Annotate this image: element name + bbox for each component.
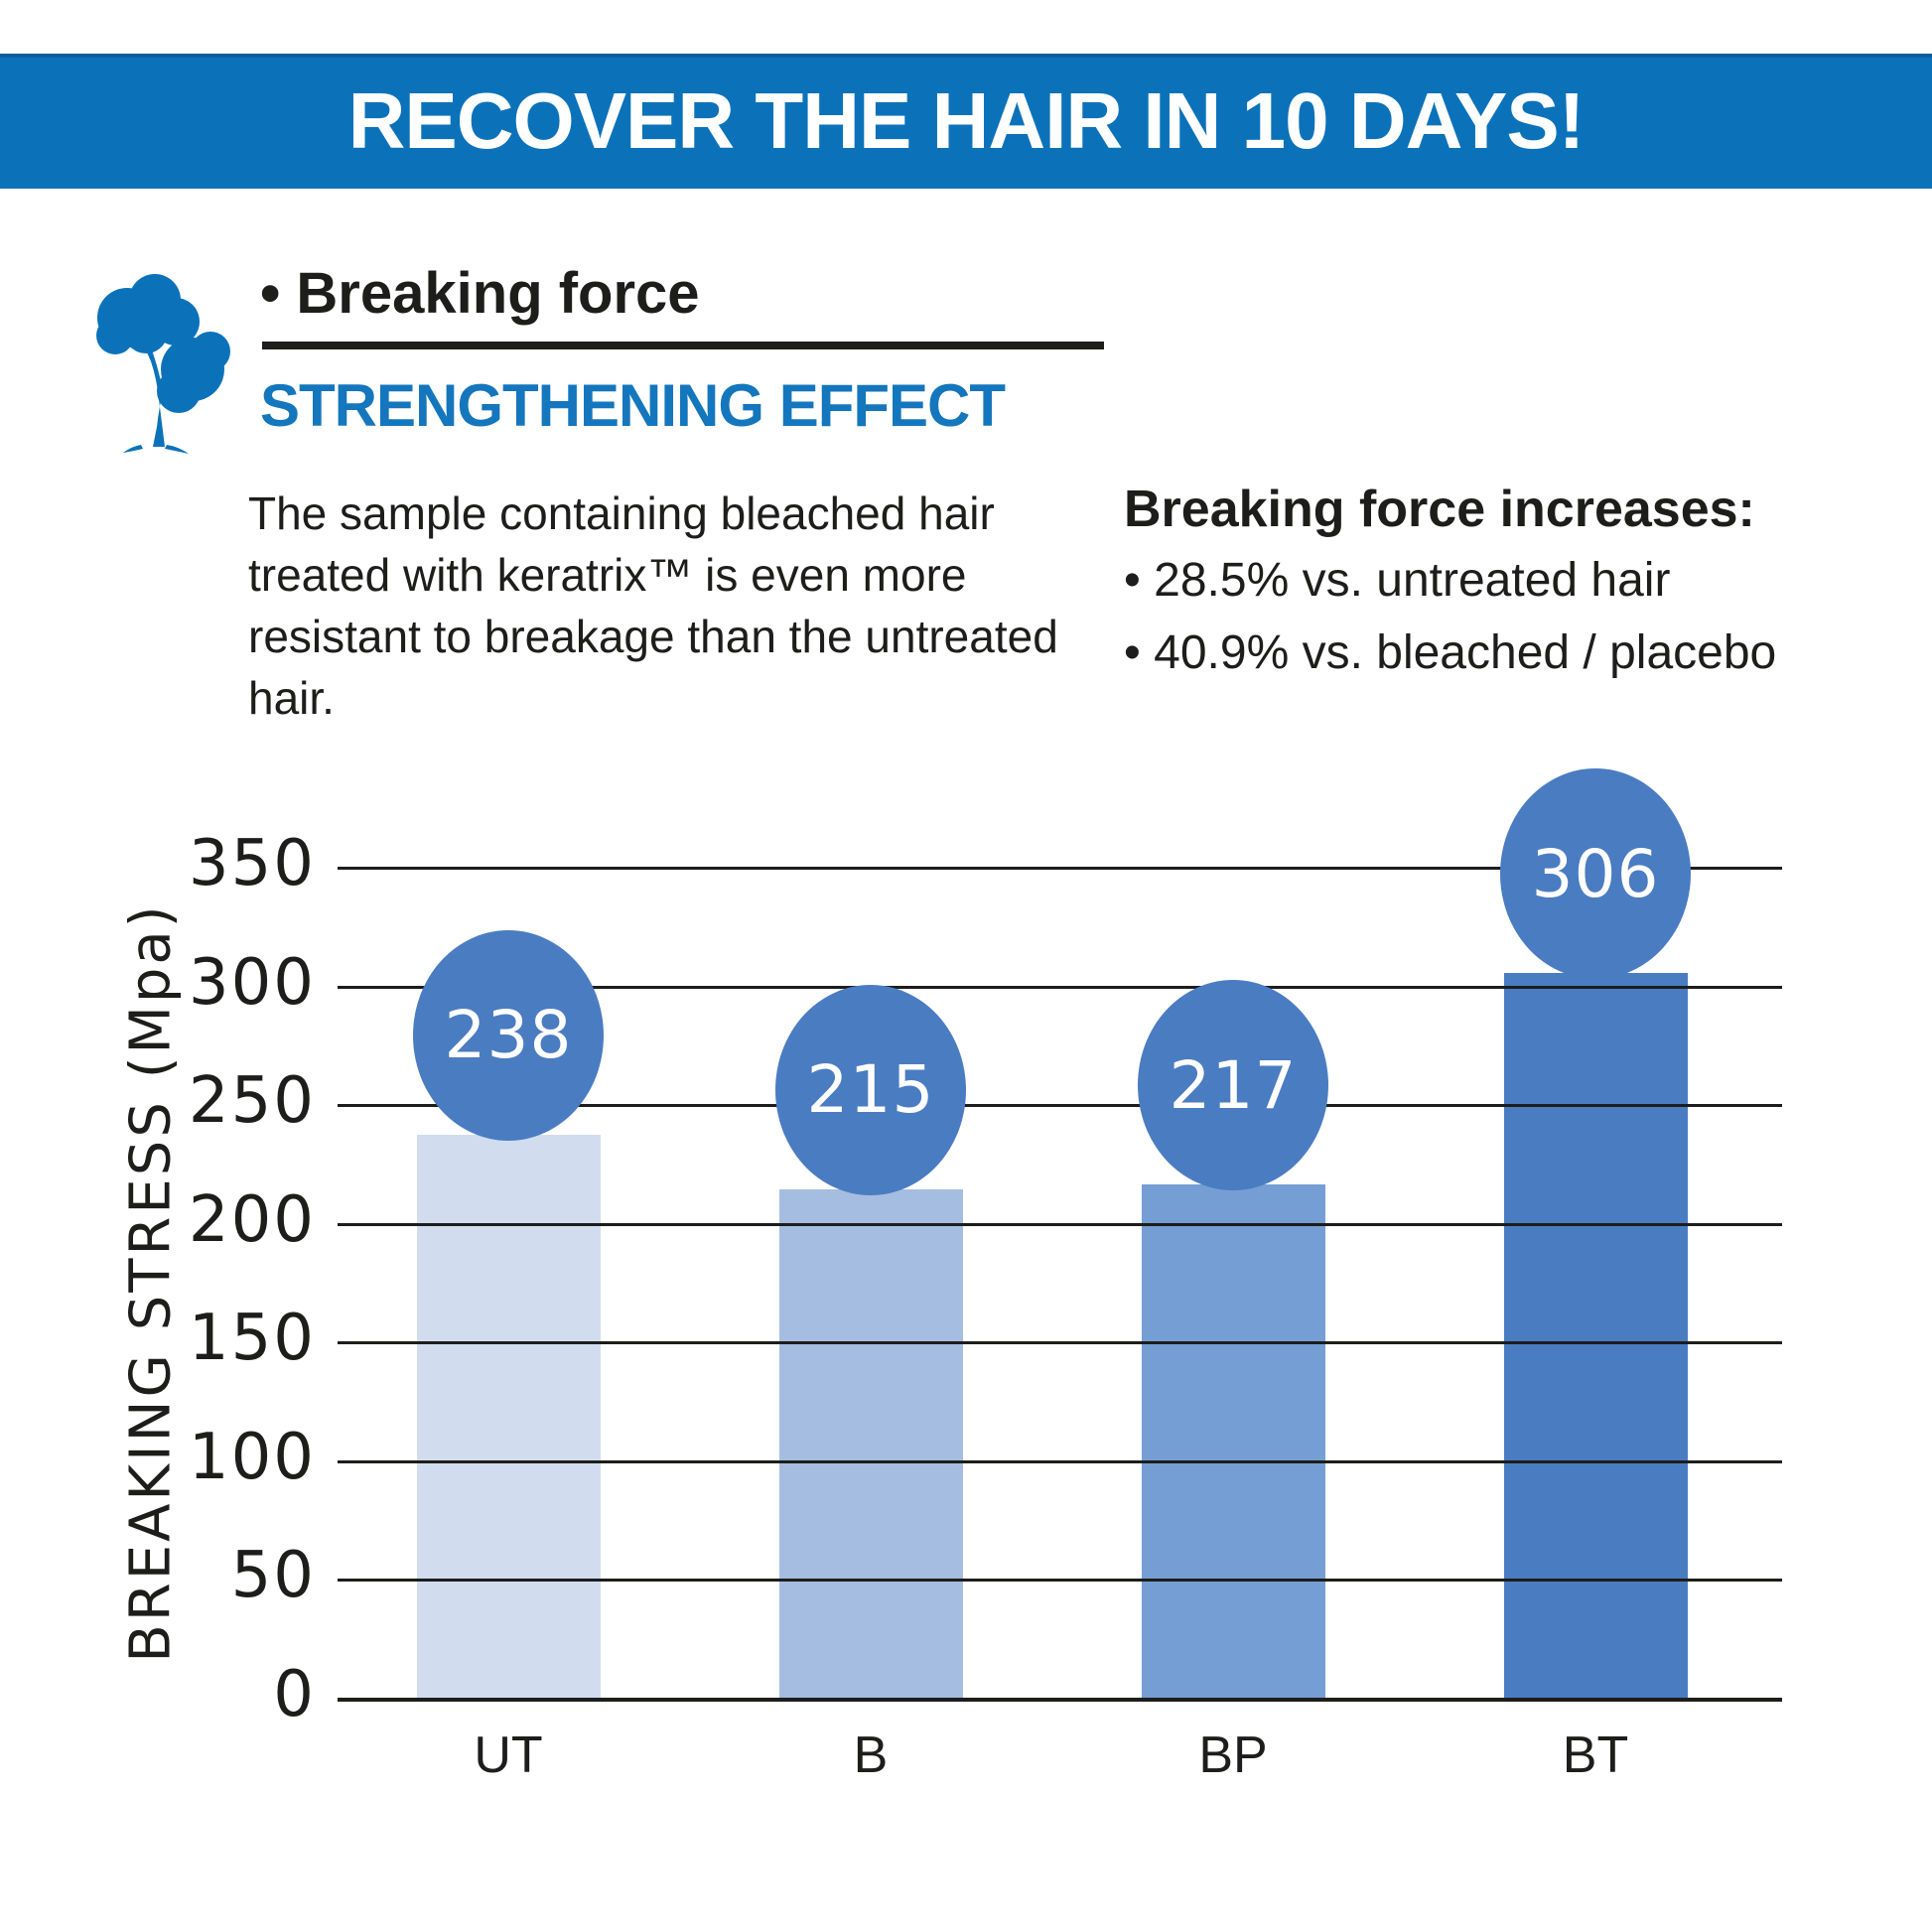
gridline bbox=[338, 1104, 1782, 1108]
x-tick-label: UT bbox=[474, 1726, 543, 1784]
y-tick-label: 0 bbox=[273, 1658, 316, 1731]
bar-value-badge: 215 bbox=[775, 984, 966, 1195]
header-band bbox=[0, 54, 1932, 189]
gridline bbox=[338, 1459, 1782, 1463]
description-text: The sample containing bleached hair trea… bbox=[248, 487, 1058, 724]
x-tick-label: BT bbox=[1562, 1726, 1629, 1784]
gridline bbox=[338, 1341, 1782, 1345]
increases-heading: Breaking force increases: bbox=[1124, 481, 1755, 538]
increases-block: Breaking force increases: • 28.5% vs. un… bbox=[1124, 475, 1918, 689]
section-bullet-title: • Breaking force bbox=[260, 261, 700, 326]
section-subtitle: STRENGTHENING EFFECT bbox=[260, 372, 1006, 439]
gridline bbox=[338, 1222, 1782, 1226]
gridline bbox=[338, 985, 1782, 989]
bar bbox=[1141, 1184, 1325, 1702]
increase-bullet: • 40.9% vs. bleached / placebo bbox=[1124, 626, 1777, 679]
page-title: RECOVER THE HAIR IN 10 DAYS! bbox=[347, 76, 1586, 165]
gridline bbox=[338, 1698, 1782, 1702]
bar-value-badge: 306 bbox=[1500, 768, 1691, 980]
bar bbox=[778, 1188, 963, 1702]
bar bbox=[416, 1134, 601, 1702]
bar-value-badge: 217 bbox=[1138, 980, 1328, 1191]
y-tick-label: 150 bbox=[188, 1302, 316, 1376]
section-rule bbox=[262, 342, 1104, 349]
tree-icon bbox=[83, 270, 242, 454]
y-tick-label: 300 bbox=[188, 945, 316, 1020]
y-tick-label: 200 bbox=[188, 1182, 316, 1257]
bar bbox=[1503, 973, 1688, 1702]
increase-bullet: • 28.5% vs. untreated hair bbox=[1124, 554, 1671, 607]
gridline bbox=[338, 1579, 1782, 1583]
x-tick-label: BP bbox=[1198, 1726, 1268, 1784]
x-tick-label: B bbox=[853, 1726, 889, 1784]
y-tick-label: 100 bbox=[188, 1420, 316, 1494]
y-tick-label: 250 bbox=[188, 1064, 316, 1139]
y-tick-label: 50 bbox=[230, 1539, 316, 1613]
bar-value-badge: 238 bbox=[413, 929, 604, 1141]
gridline bbox=[338, 867, 1782, 870]
y-tick-label: 350 bbox=[188, 827, 316, 900]
